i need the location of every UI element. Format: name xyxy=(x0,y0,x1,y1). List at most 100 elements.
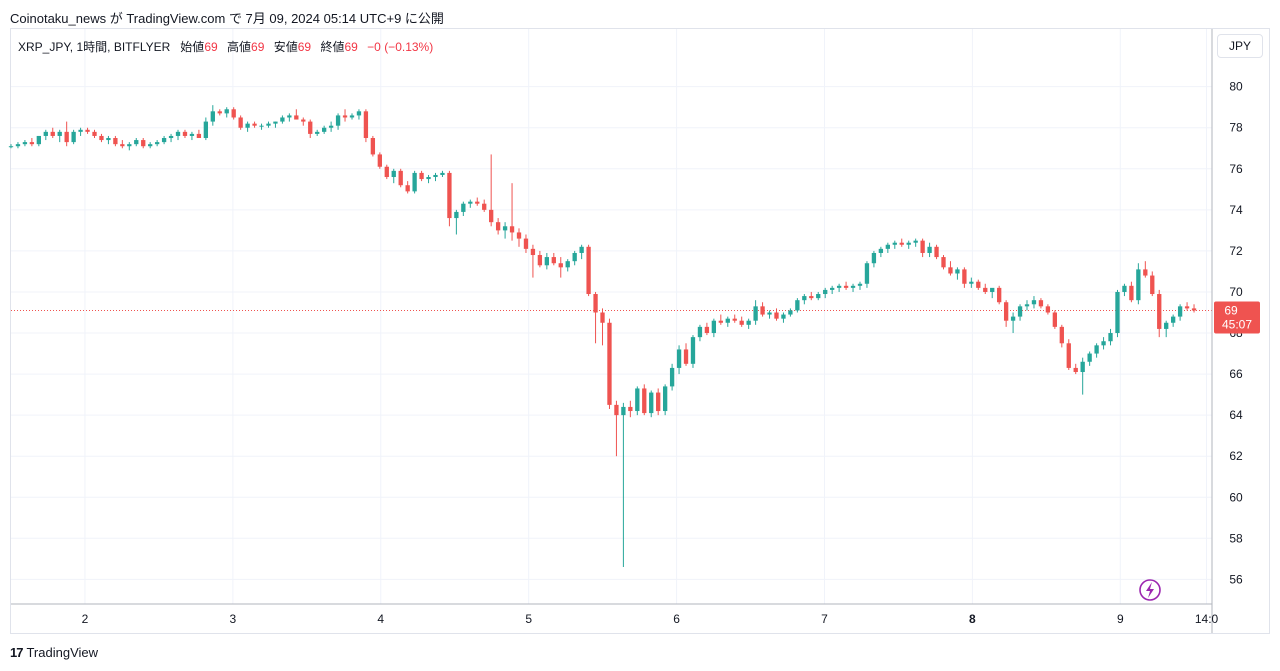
time-tick-label: 14:0 xyxy=(1195,612,1219,626)
legend-open-value: 69 xyxy=(204,40,218,54)
candle-body xyxy=(997,287,1002,303)
candle-body xyxy=(308,121,313,134)
candle-body xyxy=(697,326,703,338)
candle-body xyxy=(1031,300,1037,305)
time-tick-label: 5 xyxy=(525,612,532,626)
candle-body xyxy=(509,226,515,233)
currency-button[interactable]: JPY xyxy=(1217,34,1263,58)
candle-body xyxy=(461,203,466,212)
candle-body xyxy=(983,287,988,292)
tradingview-logo[interactable]: 17 TradingView xyxy=(10,645,98,660)
candle-body xyxy=(739,320,744,325)
price-tick-label: 70 xyxy=(1229,285,1243,299)
candle-body xyxy=(1184,306,1190,309)
candle-body xyxy=(990,287,995,292)
publish-info: Coinotaku_news が TradingView.com で 7月 09… xyxy=(10,11,444,26)
legend-symbol: XRP_JPY, 1時間, BITFLYER xyxy=(18,40,171,54)
candle-body xyxy=(92,131,97,136)
chart-frame[interactable] xyxy=(10,28,1270,634)
candle-body xyxy=(259,125,264,127)
price-axis-labels: 56586062646668707274767880 xyxy=(1229,80,1243,587)
candle-body xyxy=(962,269,967,284)
candle-body xyxy=(113,138,118,145)
candle-body xyxy=(64,131,69,143)
price-tick-label: 80 xyxy=(1229,80,1243,94)
candle-body xyxy=(767,312,772,315)
candle-body xyxy=(913,240,918,243)
price-tick-label: 64 xyxy=(1229,408,1243,422)
candle-body xyxy=(1136,269,1141,301)
candle-body xyxy=(433,174,438,178)
candle-body xyxy=(885,244,890,249)
candle-body xyxy=(516,232,522,239)
candle-body xyxy=(725,318,730,323)
candle-body xyxy=(210,111,215,122)
time-tick-label: 9 xyxy=(1117,612,1124,626)
chart-grid xyxy=(11,29,1212,604)
candle-body xyxy=(934,246,939,258)
candle-body xyxy=(830,287,835,290)
candle-body xyxy=(544,257,549,266)
candle-body xyxy=(482,203,487,210)
candle-body xyxy=(836,285,842,288)
candle-body xyxy=(217,111,222,114)
candle-body xyxy=(57,131,62,136)
candle-body xyxy=(127,144,132,147)
candle-body xyxy=(676,349,682,368)
chart-legend: XRP_JPY, 1時間, BITFLYER 始値69 高値69 安値69 終値… xyxy=(18,38,433,55)
candle-body xyxy=(1170,316,1176,323)
candle-body xyxy=(809,296,814,299)
candle-body xyxy=(266,123,271,126)
candle-body xyxy=(342,115,348,118)
candle-body xyxy=(551,257,556,264)
candle-body xyxy=(857,283,863,286)
candle-body xyxy=(141,140,146,147)
candle-body xyxy=(182,131,188,136)
candle-body xyxy=(941,257,946,268)
candle-body xyxy=(1143,269,1148,276)
candle-body xyxy=(71,131,76,143)
candle-body xyxy=(154,142,160,145)
time-tick-label: 7 xyxy=(821,612,828,626)
candle-body xyxy=(1108,333,1113,342)
candle-body xyxy=(468,201,473,204)
candle-body xyxy=(906,242,911,245)
candle-body xyxy=(1115,291,1120,334)
candle-body xyxy=(593,294,598,313)
candle-body xyxy=(384,166,389,178)
candle-body xyxy=(635,388,640,412)
candle-body xyxy=(321,127,327,132)
legend-change: −0 (−0.13%) xyxy=(367,40,434,54)
candle-body xyxy=(15,144,21,147)
legend-high-value: 69 xyxy=(251,40,265,54)
tradingview-brand: TradingView xyxy=(26,645,99,660)
candle-body xyxy=(558,263,563,268)
lightning-icon-ring[interactable] xyxy=(1139,579,1161,601)
candle-body xyxy=(530,248,536,256)
candle-body xyxy=(711,320,717,334)
candle-body xyxy=(134,140,139,145)
candle-body xyxy=(1191,308,1197,311)
candle-body xyxy=(168,135,174,139)
candle-body xyxy=(36,135,41,145)
candle-body xyxy=(1017,306,1023,317)
legend-high-label: 高値 xyxy=(227,40,252,54)
candle-body xyxy=(586,246,591,295)
legend-close-value: 69 xyxy=(344,40,358,54)
candle-body xyxy=(1094,345,1099,354)
candle-body xyxy=(795,300,800,311)
price-tick-label: 62 xyxy=(1229,449,1243,463)
candle-body xyxy=(475,201,480,204)
candle-body xyxy=(850,285,856,288)
candle-body xyxy=(1066,343,1071,368)
candle-body xyxy=(1122,285,1127,292)
candle-body xyxy=(621,406,626,416)
candle-body xyxy=(377,154,382,167)
candle-body xyxy=(238,117,243,128)
candle-body xyxy=(690,337,696,364)
candle-body xyxy=(398,170,403,186)
candle-body xyxy=(649,392,654,414)
candle-body xyxy=(50,131,55,136)
candle-body xyxy=(8,146,14,148)
